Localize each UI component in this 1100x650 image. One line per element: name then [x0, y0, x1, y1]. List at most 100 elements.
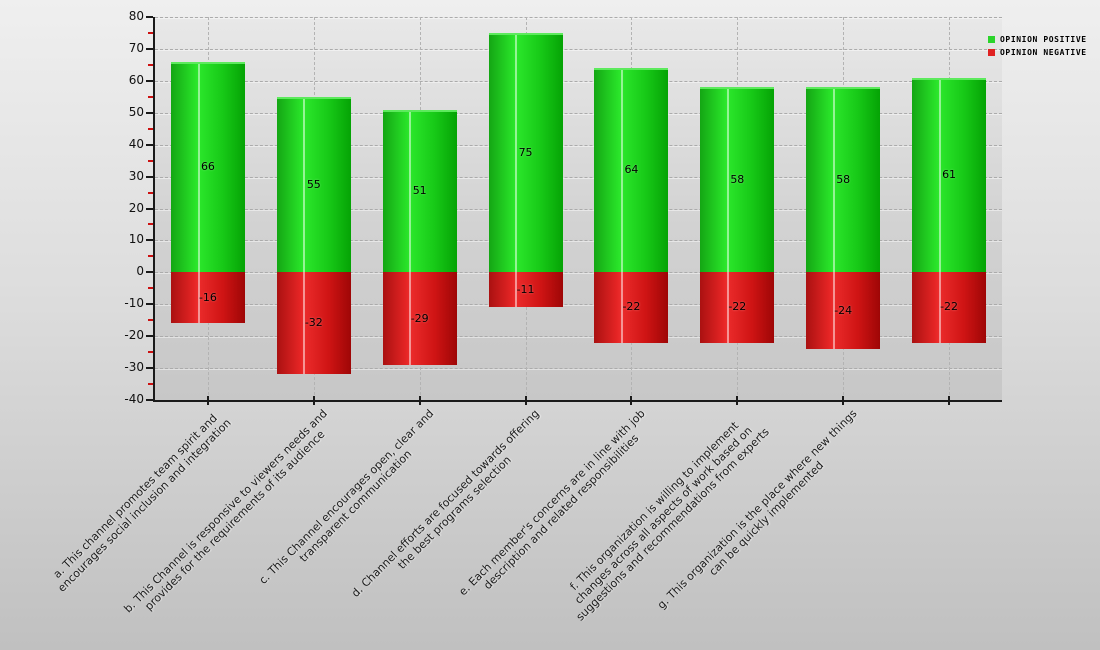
- category-label-1: b. This Channel is responsive to viewers…: [122, 407, 340, 625]
- y-axis-tick-label: 50: [128, 104, 144, 119]
- bar-negative-7: [912, 272, 987, 343]
- category-label-5: f. This organization is willing to imple…: [555, 407, 772, 623]
- y-axis-tick-label: 0: [136, 264, 144, 279]
- bar-highlight: [832, 272, 835, 349]
- category-label-line: f. This organization is willing to imple…: [567, 419, 742, 593]
- category-label-line: b. This Channel is responsive to viewers…: [121, 407, 331, 616]
- bar-highlight: [303, 272, 306, 375]
- bar-highlight: [409, 272, 412, 365]
- bar-positive-1: [276, 96, 351, 273]
- y-axis-tick: [146, 367, 153, 370]
- gridline-h: [155, 272, 1002, 274]
- y-axis-tick-label: 60: [128, 72, 144, 87]
- category-label-line: the best programs selection: [395, 453, 514, 572]
- y-axis-tick-label: 80: [128, 9, 144, 23]
- bar-highlight: [726, 89, 729, 273]
- category-label-line: d. Channel efforts are focused towards o…: [349, 407, 542, 600]
- y-axis-tick: [146, 47, 153, 50]
- y-axis-tick-label: -30: [124, 360, 144, 375]
- legend-label-negative: OPINION NEGATIVE: [1000, 48, 1087, 57]
- y-axis-tick: [146, 239, 153, 242]
- x-axis-tick: [948, 396, 951, 405]
- bar-highlight: [409, 111, 412, 273]
- y-axis-minor-tick: [148, 191, 153, 194]
- gridline-h: [155, 240, 1002, 242]
- y-axis-line: [153, 17, 155, 402]
- category-label-line: can be quickly implemented: [706, 458, 827, 579]
- y-axis-tick-label: 30: [128, 168, 144, 183]
- bar-value-label: -22: [622, 300, 641, 314]
- x-axis-tick: [736, 396, 739, 405]
- y-axis-minor-tick: [148, 351, 153, 354]
- bar-highlight: [832, 89, 835, 273]
- gridline-h: [155, 176, 1002, 178]
- category-label-line: encourages social inclusion and integrat…: [54, 416, 234, 595]
- bar-negative-1: [276, 272, 351, 375]
- bar-highlight: [197, 63, 200, 273]
- gridline-h: [155, 48, 1002, 50]
- bar-value-label: 55: [306, 177, 321, 191]
- category-label-line: changes across all aspects of work based…: [572, 423, 755, 607]
- x-axis-tick: [524, 396, 527, 405]
- bar-negative-6: [806, 272, 881, 349]
- bar-highlight: [726, 272, 729, 343]
- bar-value-label: -11: [516, 282, 535, 296]
- legend-item-positive: OPINION POSITIVE: [988, 35, 1087, 44]
- bar-highlight: [938, 79, 941, 273]
- y-axis-minor-tick: [148, 255, 153, 258]
- y-axis-minor-tick: [148, 319, 153, 322]
- x-axis-tick: [630, 396, 633, 405]
- bar-positive-4: [594, 68, 669, 273]
- y-axis-minor-tick: [148, 127, 153, 130]
- gridline-h: [155, 80, 1002, 82]
- bar-highlight: [515, 272, 518, 308]
- gridline-h: [155, 144, 1002, 146]
- legend: OPINION POSITIVE OPINION NEGATIVE: [988, 35, 1087, 61]
- bar-highlight: [938, 272, 941, 343]
- bar-value-label: 75: [518, 145, 533, 159]
- bar-negative-3: [488, 272, 563, 308]
- bar-highlight: [621, 70, 624, 273]
- legend-swatch-negative-icon: [988, 49, 995, 56]
- bar-negative-0: [170, 272, 245, 324]
- y-axis-tick: [146, 175, 153, 178]
- bar-positive-7: [912, 77, 987, 273]
- bar-highlight: [621, 272, 624, 343]
- bar-value-label: 58: [730, 172, 745, 186]
- gridline-h: [155, 368, 1002, 370]
- bar-value-label: -16: [198, 290, 217, 304]
- y-axis-minor-tick: [148, 159, 153, 162]
- bar-negative-2: [382, 272, 457, 365]
- y-axis-tick-label: 10: [128, 232, 144, 247]
- legend-item-negative: OPINION NEGATIVE: [988, 48, 1087, 57]
- bar-positive-5: [700, 87, 775, 273]
- y-axis-tick-label: 40: [128, 136, 144, 151]
- bar-highlight: [515, 34, 518, 273]
- bar-value-label: 58: [836, 172, 851, 186]
- bar-value-label: 64: [624, 163, 639, 177]
- y-axis-tick: [146, 143, 153, 146]
- y-axis-tick: [146, 79, 153, 82]
- bar-value-label: -29: [410, 311, 429, 325]
- bar-value-label: -32: [304, 316, 323, 330]
- gridline-h: [155, 208, 1002, 210]
- gridline-h: [155, 304, 1002, 306]
- y-axis-tick-label: 20: [128, 200, 144, 215]
- category-label-line: provides for the requirements of its aud…: [142, 427, 328, 613]
- y-axis-minor-tick: [148, 287, 153, 290]
- y-axis-minor-tick: [148, 95, 153, 98]
- x-axis-tick: [206, 396, 209, 405]
- y-axis-tick-label: -20: [124, 328, 144, 343]
- bar-highlight: [303, 98, 306, 273]
- category-label-0: a. This channel promotes team spirit and…: [46, 407, 234, 595]
- x-axis-tick: [418, 396, 421, 405]
- gridline-h: [155, 17, 1002, 18]
- x-axis-line: [153, 400, 1002, 402]
- bar-highlight: [197, 272, 200, 324]
- y-axis-minor-tick: [148, 31, 153, 34]
- x-axis-tick: [312, 396, 315, 405]
- y-axis-tick: [146, 303, 153, 306]
- y-axis-tick: [146, 207, 153, 210]
- y-axis-tick: [146, 111, 153, 114]
